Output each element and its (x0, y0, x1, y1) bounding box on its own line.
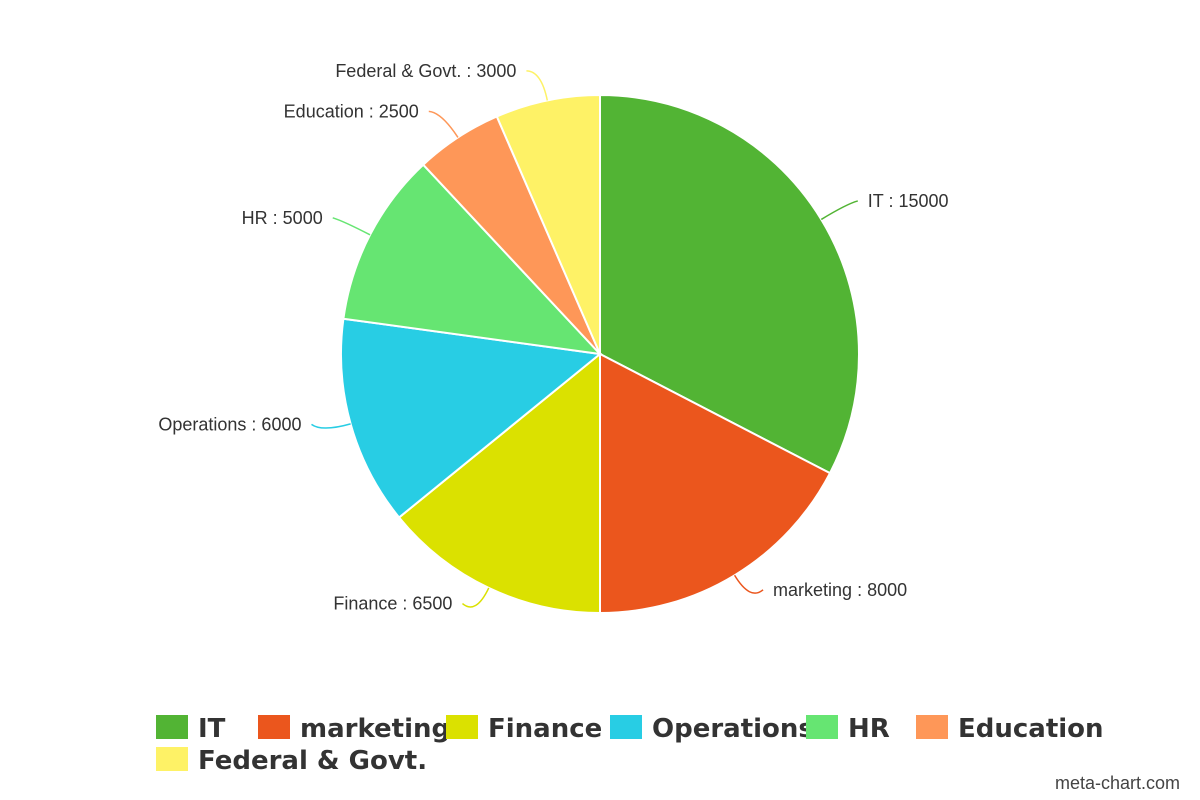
slice-label-finance: Finance : 6500 (333, 594, 452, 614)
legend-swatch-federal-govt (156, 747, 188, 771)
label-leader-lines (311, 70, 859, 608)
legend-label-finance: Finance (488, 714, 602, 744)
leader-line-hr (332, 217, 371, 236)
legend-swatch-marketing (258, 715, 290, 739)
leader-line-federal-govt (526, 70, 549, 101)
legend-swatch-finance (446, 715, 478, 739)
leader-line-operations (311, 423, 351, 429)
pie-slice-finance (397, 351, 601, 615)
credit-text: meta-chart.com (1054, 773, 1180, 793)
legend-label-marketing: marketing (300, 714, 450, 744)
legend-swatch-hr (806, 715, 838, 739)
slice-label-federal-govt: Federal & Govt. : 3000 (335, 61, 516, 81)
slice-label-education: Education : 2500 (284, 101, 419, 121)
leader-line-it (820, 200, 859, 221)
slice-label-marketing: marketing : 8000 (773, 580, 907, 600)
legend: IT marketing Finance Operations HR Education F… (156, 714, 1104, 776)
legend-swatch-operations (610, 715, 642, 739)
slice-labels: IT : 15000 marketing : 8000 Finance : 6500… (158, 61, 948, 614)
slice-label-it: IT : 15000 (868, 191, 949, 211)
legend-swatch-it (156, 715, 188, 739)
pie-slices (340, 93, 860, 615)
leader-line-finance (461, 587, 490, 608)
legend-swatch-education (916, 715, 948, 739)
legend-label-it: IT (198, 714, 226, 744)
pie-slice-marketing (599, 352, 832, 615)
legend-label-education: Education (958, 714, 1104, 744)
slice-label-operations: Operations : 6000 (158, 414, 301, 434)
leader-line-marketing (733, 574, 764, 594)
legend-label-federal-govt: Federal & Govt. (198, 746, 427, 776)
legend-label-operations: Operations (652, 714, 814, 744)
slice-label-hr: HR : 5000 (242, 208, 323, 228)
leader-line-education (428, 110, 459, 138)
legend-label-hr: HR (848, 714, 890, 744)
pie-slice-it (599, 93, 860, 475)
